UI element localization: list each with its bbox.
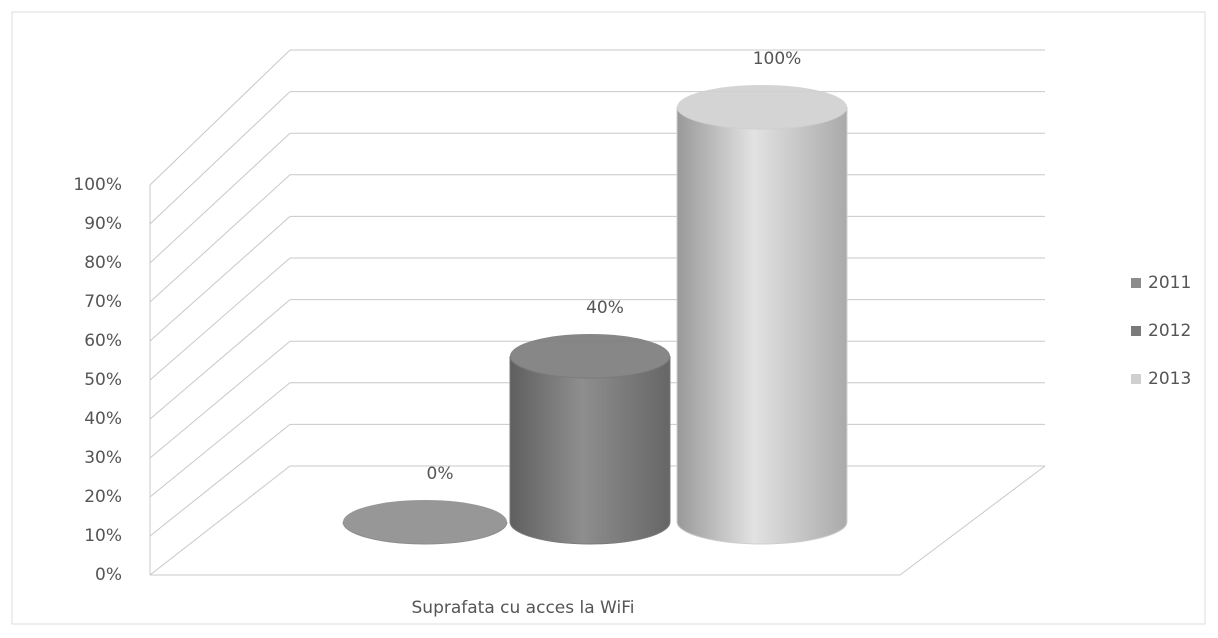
y-tick-label: 50% [84,370,122,390]
cylinder-top [677,85,847,129]
legend-swatch [1131,278,1141,288]
value-label: 100% [753,49,802,69]
chart-border [11,11,1206,625]
grid-line [149,174,291,303]
value-label: 0% [427,464,454,484]
grid-line [149,49,291,186]
grid-line [149,465,291,576]
grid-line [149,216,291,342]
grid-line [149,299,291,420]
cylinder-body [676,106,848,545]
value-label: 40% [586,298,624,318]
legend-label: 2012 [1148,321,1191,341]
grid-line [149,257,291,381]
cylinder-top [343,500,507,544]
legend-label: 2013 [1148,369,1191,389]
y-tick-label: 60% [84,331,122,351]
y-tick-label: 70% [84,292,122,312]
grid-line [149,382,291,498]
y-tick-label: 90% [84,214,122,234]
cylinder-body [509,355,671,545]
grid-line [149,340,291,459]
grid-line [149,91,291,225]
grid-line [149,132,291,264]
y-tick-label: 80% [84,253,122,273]
y-tick-label: 30% [84,448,122,468]
y-tick-label: 20% [84,487,122,507]
y-tick-label: 100% [73,175,122,195]
category-label: Suprafata cu acces la WiFi [412,598,635,618]
y-tick-label: 10% [84,526,122,546]
y-tick-label: 40% [84,409,122,429]
grid-line [149,424,291,537]
legend-label: 2011 [1148,273,1191,293]
cylinder-top [510,334,670,378]
y-tick-label: 0% [95,565,122,585]
legend-swatch [1131,326,1141,336]
legend-swatch [1131,374,1141,384]
floor-edge [899,465,1046,576]
